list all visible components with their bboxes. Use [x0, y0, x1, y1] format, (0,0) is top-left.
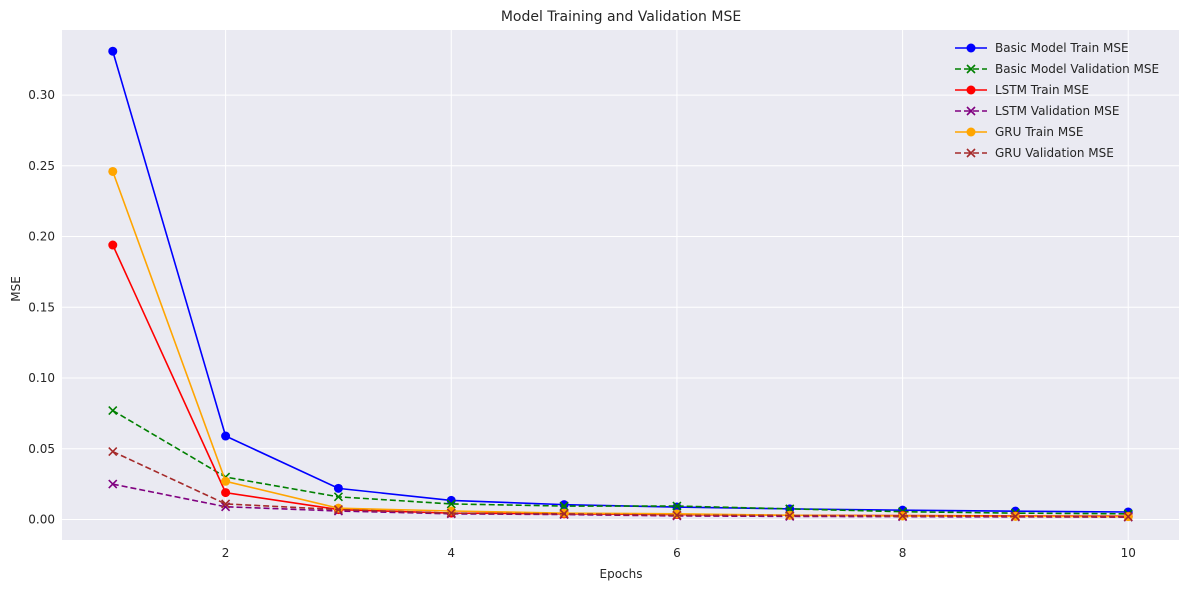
- legend-marker: [966, 127, 976, 137]
- x-tick-label: 10: [1121, 546, 1136, 560]
- y-tick-label: 0.05: [28, 442, 55, 456]
- data-point: [333, 492, 343, 502]
- data-point: [785, 510, 795, 521]
- legend-item: GRU Train MSE: [955, 125, 1083, 139]
- data-point: [108, 46, 118, 56]
- data-point: [108, 447, 118, 457]
- data-point: [446, 508, 456, 518]
- data-point: [221, 499, 231, 509]
- grid: [62, 30, 1179, 540]
- series-layer: [108, 46, 1133, 522]
- data-point: [221, 431, 231, 441]
- x-tick-label: 6: [673, 546, 681, 560]
- data-point: [672, 509, 682, 519]
- series-line: [112, 450, 1129, 518]
- legend-marker: [966, 64, 976, 74]
- data-point: [221, 488, 231, 498]
- data-point: [559, 500, 569, 510]
- data-point: [108, 479, 118, 489]
- legend-label: GRU Train MSE: [995, 125, 1083, 139]
- legend-marker: [966, 106, 976, 116]
- data-point: [1123, 512, 1133, 522]
- data-point: [108, 166, 118, 176]
- x-axis-label: Epochs: [600, 567, 643, 581]
- legend: Basic Model Train MSE Basic Model Validat…: [955, 41, 1159, 160]
- y-tick-label: 0.20: [28, 230, 55, 244]
- data-point: [1010, 511, 1020, 521]
- legend-item: Basic Model Train MSE: [955, 41, 1129, 55]
- x-tick-label: 4: [447, 546, 455, 560]
- legend-marker: [966, 85, 976, 95]
- x-tick-label: 2: [222, 546, 230, 560]
- y-tick-label: 0.25: [28, 159, 55, 173]
- data-point: [333, 505, 343, 515]
- data-point: [785, 504, 795, 514]
- legend-item: Basic Model Validation MSE: [955, 62, 1159, 76]
- legend-label: GRU Validation MSE: [995, 146, 1114, 160]
- data-point: [559, 509, 569, 519]
- legend-label: Basic Model Train MSE: [995, 41, 1129, 55]
- x-tick-labels: 2 4 6 8 10: [222, 546, 1136, 560]
- y-tick-label: 0.30: [28, 88, 55, 102]
- data-point: [672, 510, 682, 520]
- y-tick-labels: 0.00 0.05 0.10 0.15 0.20 0.25 0.30: [28, 88, 55, 526]
- y-tick-label: 0.10: [28, 371, 55, 385]
- plot-area: [62, 30, 1179, 540]
- data-point: [672, 501, 682, 511]
- legend-label: LSTM Train MSE: [995, 83, 1089, 97]
- legend-marker: [966, 43, 976, 53]
- data-point: [898, 511, 908, 521]
- data-point: [333, 503, 343, 513]
- series-5: [108, 447, 1133, 522]
- data-point: [108, 240, 118, 250]
- legend-label: LSTM Validation MSE: [995, 104, 1119, 118]
- series-line: [112, 409, 1129, 515]
- data-point: [221, 476, 231, 486]
- data-point: [108, 405, 118, 416]
- x-tick-label: 8: [899, 546, 907, 560]
- data-point: [333, 483, 343, 493]
- y-axis-label: MSE: [9, 276, 23, 302]
- data-point: [559, 501, 569, 511]
- y-tick-label: 0.00: [28, 512, 55, 526]
- data-point: [446, 499, 456, 509]
- legend-label: Basic Model Validation MSE: [995, 62, 1159, 76]
- legend-item: LSTM Train MSE: [955, 83, 1089, 97]
- legend-marker: [966, 148, 976, 158]
- legend-item: LSTM Validation MSE: [955, 104, 1119, 118]
- y-tick-label: 0.15: [28, 300, 55, 314]
- legend-item: GRU Validation MSE: [955, 146, 1114, 160]
- chart-title: Model Training and Validation MSE: [501, 9, 741, 25]
